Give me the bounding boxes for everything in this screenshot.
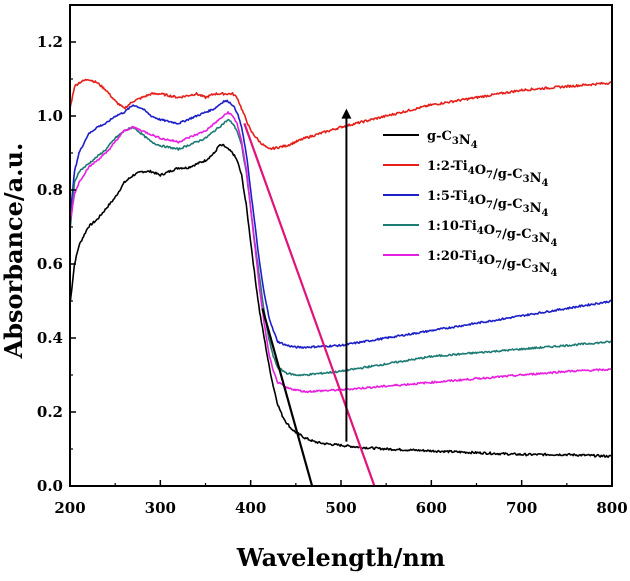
series-line-0 bbox=[69, 143, 613, 458]
x-tick-label: 600 bbox=[416, 499, 447, 517]
series-line-2 bbox=[69, 99, 613, 349]
x-tick-label: 300 bbox=[145, 499, 176, 517]
arrow-head-0 bbox=[341, 108, 352, 119]
y-tick-label: 0.4 bbox=[37, 329, 63, 347]
tangent-line-1 bbox=[243, 123, 376, 487]
legend: g-C3N41:2-Ti4O7/g-C3N41:5-Ti4O7/g-C3N41:… bbox=[383, 129, 558, 279]
x-tick-label: 200 bbox=[54, 499, 85, 517]
series-line-4 bbox=[69, 111, 613, 394]
y-tick-label: 1.0 bbox=[37, 107, 63, 125]
x-axis-ticks: 200 300 400 500 600 700 800 bbox=[54, 480, 628, 517]
x-axis-title: Wavelength/nm bbox=[236, 543, 445, 572]
series-line-1 bbox=[69, 78, 612, 151]
x-tick-label: 400 bbox=[235, 499, 266, 517]
plot-frame bbox=[69, 4, 613, 487]
y-axis-ticks: 0.0 0.2 0.4 0.6 0.8 1.0 1.2 bbox=[37, 4, 76, 495]
y-tick-label: 0.2 bbox=[37, 403, 63, 421]
legend-label: 1:2-Ti4O7/g-C3N4 bbox=[427, 159, 548, 189]
x-tick-label: 800 bbox=[596, 499, 627, 517]
y-tick-label: 0.6 bbox=[37, 255, 63, 273]
y-tick-label: 0.8 bbox=[37, 181, 63, 199]
x-tick-label: 700 bbox=[506, 499, 537, 517]
legend-label: 1:5-Ti4O7/g-C3N4 bbox=[427, 189, 548, 219]
x-tick-label: 500 bbox=[325, 499, 356, 517]
y-axis-title: Absorbance/a.u. bbox=[0, 143, 28, 360]
series-line-3 bbox=[69, 118, 613, 377]
y-tick-label: 0.0 bbox=[37, 477, 63, 495]
legend-label: 1:10-Ti4O7/g-C3N4 bbox=[427, 219, 558, 249]
tangent-line-0 bbox=[261, 308, 314, 487]
y-tick-label: 1.2 bbox=[37, 33, 63, 51]
legend-label: g-C3N4 bbox=[427, 129, 478, 151]
annotation-layer bbox=[243, 108, 376, 487]
legend-label: 1:20-Ti4O7/g-C3N4 bbox=[427, 249, 558, 279]
